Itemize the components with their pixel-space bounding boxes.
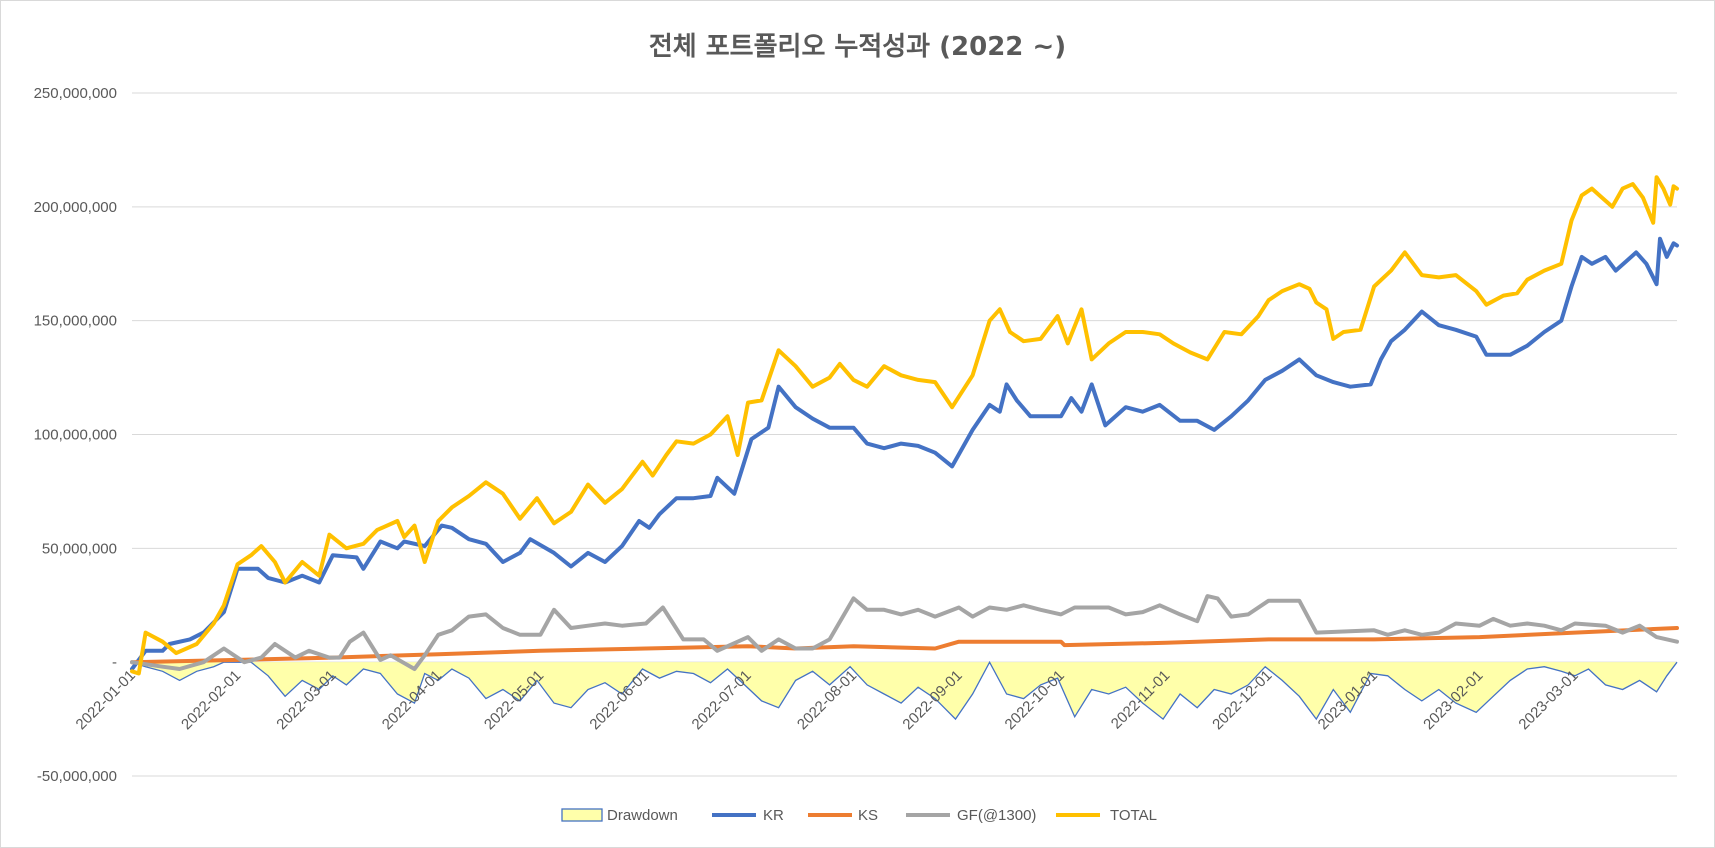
y-tick-label: 200,000,000 — [34, 199, 117, 216]
x-tick-label: 2022-02-01 — [178, 667, 244, 733]
y-tick-label: 250,000,000 — [34, 85, 117, 102]
y-tick-label: 50,000,000 — [42, 540, 117, 557]
gf-1300-line — [130, 594, 1679, 671]
legend-label-ks: KS — [858, 807, 878, 824]
y-tick-label: - — [112, 654, 117, 671]
legend: Drawdown KR KS GF(@1300) TOTAL — [561, 807, 1157, 824]
drawdown-area-layer — [131, 660, 1678, 721]
legend-label-total: TOTAL — [1110, 807, 1157, 824]
y-axis-ticks: 250,000,000 200,000,000 150,000,000 100,000… — [34, 85, 117, 785]
series-lines-layer — [130, 175, 1679, 676]
y-tick-label: 150,000,000 — [34, 313, 117, 330]
legend-label-kr: KR — [763, 807, 784, 824]
drawdown-outline — [131, 660, 1678, 721]
x-tick-label: 2022-01-01 — [73, 667, 139, 733]
y-tick-label: -50,000,000 — [37, 768, 117, 785]
total-line — [130, 175, 1679, 676]
ks-line — [130, 626, 1679, 665]
drawdown-area — [132, 662, 1677, 720]
y-tick-label: 100,000,000 — [34, 427, 117, 444]
x-tick-label: 2023-03-01 — [1515, 667, 1581, 733]
legend-label-gf-1300: GF(@1300) — [957, 807, 1036, 824]
legend-swatch-drawdown — [561, 808, 603, 822]
legend-label-drawdown: Drawdown — [607, 807, 678, 824]
chart-title: 전체 포트폴리오 누적성과 (2022 ~) — [648, 32, 1067, 62]
kr-line — [130, 236, 1679, 671]
